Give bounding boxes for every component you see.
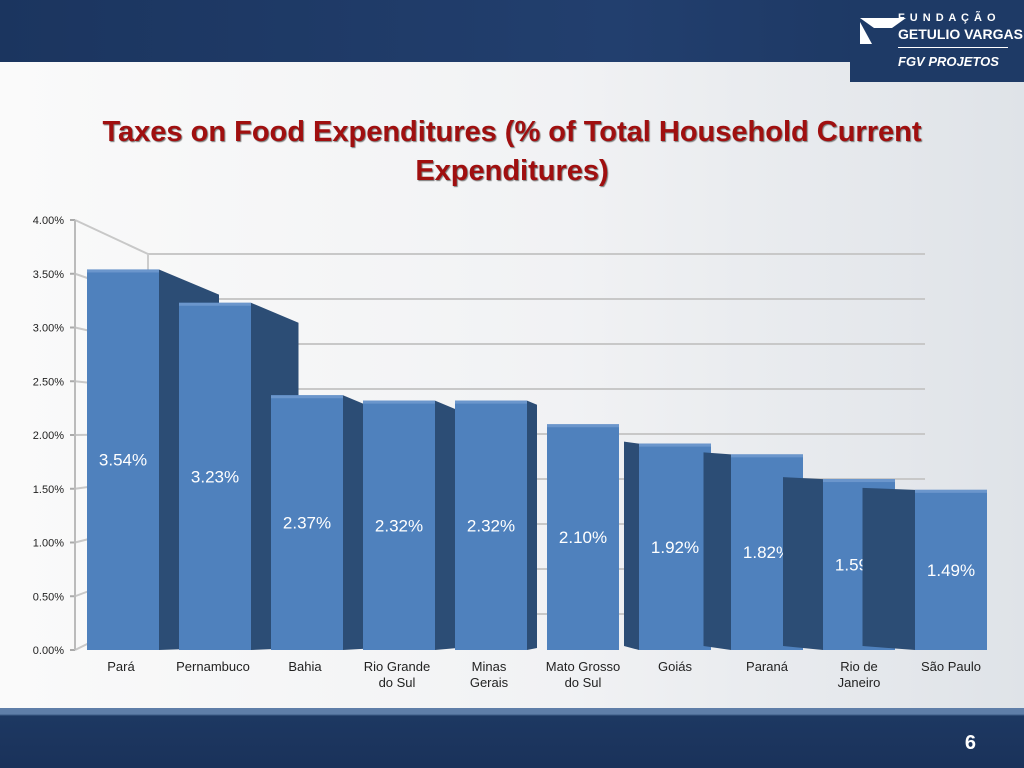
bar-top-edge <box>271 395 343 399</box>
data-label: 2.32% <box>375 516 423 535</box>
y-tick-label: 4.00% <box>33 215 64 227</box>
y-tick-label: 0.50% <box>33 591 64 603</box>
title-line-2: Expenditures) <box>415 155 609 187</box>
bar <box>179 302 251 650</box>
bar-side <box>527 400 537 650</box>
x-tick-label: Rio Grande <box>364 659 430 674</box>
y-tick-label: 2.50% <box>33 376 64 388</box>
bar <box>455 400 527 650</box>
bar-side <box>783 477 823 650</box>
data-label: 2.37% <box>283 514 331 533</box>
chart-title: Taxes on Food Expenditures (% of Total H… <box>0 113 1024 191</box>
fgv-logo-mark-icon <box>860 18 906 44</box>
fgv-logo: F U N D A Ç Ã O GETULIO VARGAS FGV PROJE… <box>850 0 1024 82</box>
bar <box>363 400 435 650</box>
data-label: 1.49% <box>927 561 975 580</box>
y-tick-label: 2.00% <box>33 430 64 442</box>
bar-top-edge <box>823 479 895 483</box>
bar-top-edge <box>363 400 435 404</box>
x-tick-label: Pará <box>107 659 135 674</box>
x-tick-label: Goiás <box>658 659 692 674</box>
bar-side <box>862 487 915 650</box>
y-tick-label: 1.00% <box>33 538 64 550</box>
x-tick-label: do Sul <box>565 675 602 690</box>
title-line-1: Taxes on Food Expenditures (% of Total H… <box>102 116 922 148</box>
data-label: 3.54% <box>99 451 147 470</box>
x-tick-label: Gerais <box>470 675 509 690</box>
y-tick-label: 0.00% <box>33 645 64 657</box>
bar-top-edge <box>639 443 711 447</box>
data-label: 1.92% <box>651 538 699 557</box>
bar <box>87 269 159 650</box>
x-tick-label: Bahia <box>288 659 322 674</box>
bar-top-edge <box>731 454 803 458</box>
x-tick-label: do Sul <box>379 675 416 690</box>
x-tick-label: Rio de <box>840 659 878 674</box>
bar-side <box>435 400 458 650</box>
logo-line3: FGV PROJETOS <box>898 54 999 69</box>
data-label: 2.32% <box>467 516 515 535</box>
bar <box>271 395 343 650</box>
data-label: 3.23% <box>191 467 239 486</box>
data-label: 2.10% <box>559 528 607 547</box>
side-gridline <box>74 219 149 255</box>
bar-top-edge <box>455 400 527 404</box>
bar <box>547 424 619 650</box>
bar <box>639 443 711 650</box>
x-tick-label: Pernambuco <box>176 659 250 674</box>
bar <box>915 489 987 650</box>
bar-side <box>624 441 639 650</box>
x-tick-label: Paraná <box>746 659 789 674</box>
data-label: 1.82% <box>743 543 791 562</box>
y-tick-label: 3.00% <box>33 323 64 335</box>
bar-top-edge <box>179 302 251 306</box>
page-number: 6 <box>964 732 976 754</box>
bar-side <box>703 452 731 650</box>
logo-line1: F U N D A Ç Ã O <box>898 12 997 24</box>
footer-band: 6 <box>0 708 1024 768</box>
x-tick-label: Mato Grosso <box>546 659 620 674</box>
x-tick-label: Janeiro <box>838 675 881 690</box>
bar-top-edge <box>547 424 619 428</box>
x-tick-label: São Paulo <box>921 659 981 674</box>
bar-top-edge <box>87 269 159 273</box>
logo-line2: GETULIO VARGAS <box>898 26 1023 42</box>
x-tick-label: Minas <box>472 659 507 674</box>
y-tick-label: 3.50% <box>33 269 64 281</box>
y-tick-label: 1.50% <box>33 484 64 496</box>
bar-top-edge <box>915 489 987 493</box>
